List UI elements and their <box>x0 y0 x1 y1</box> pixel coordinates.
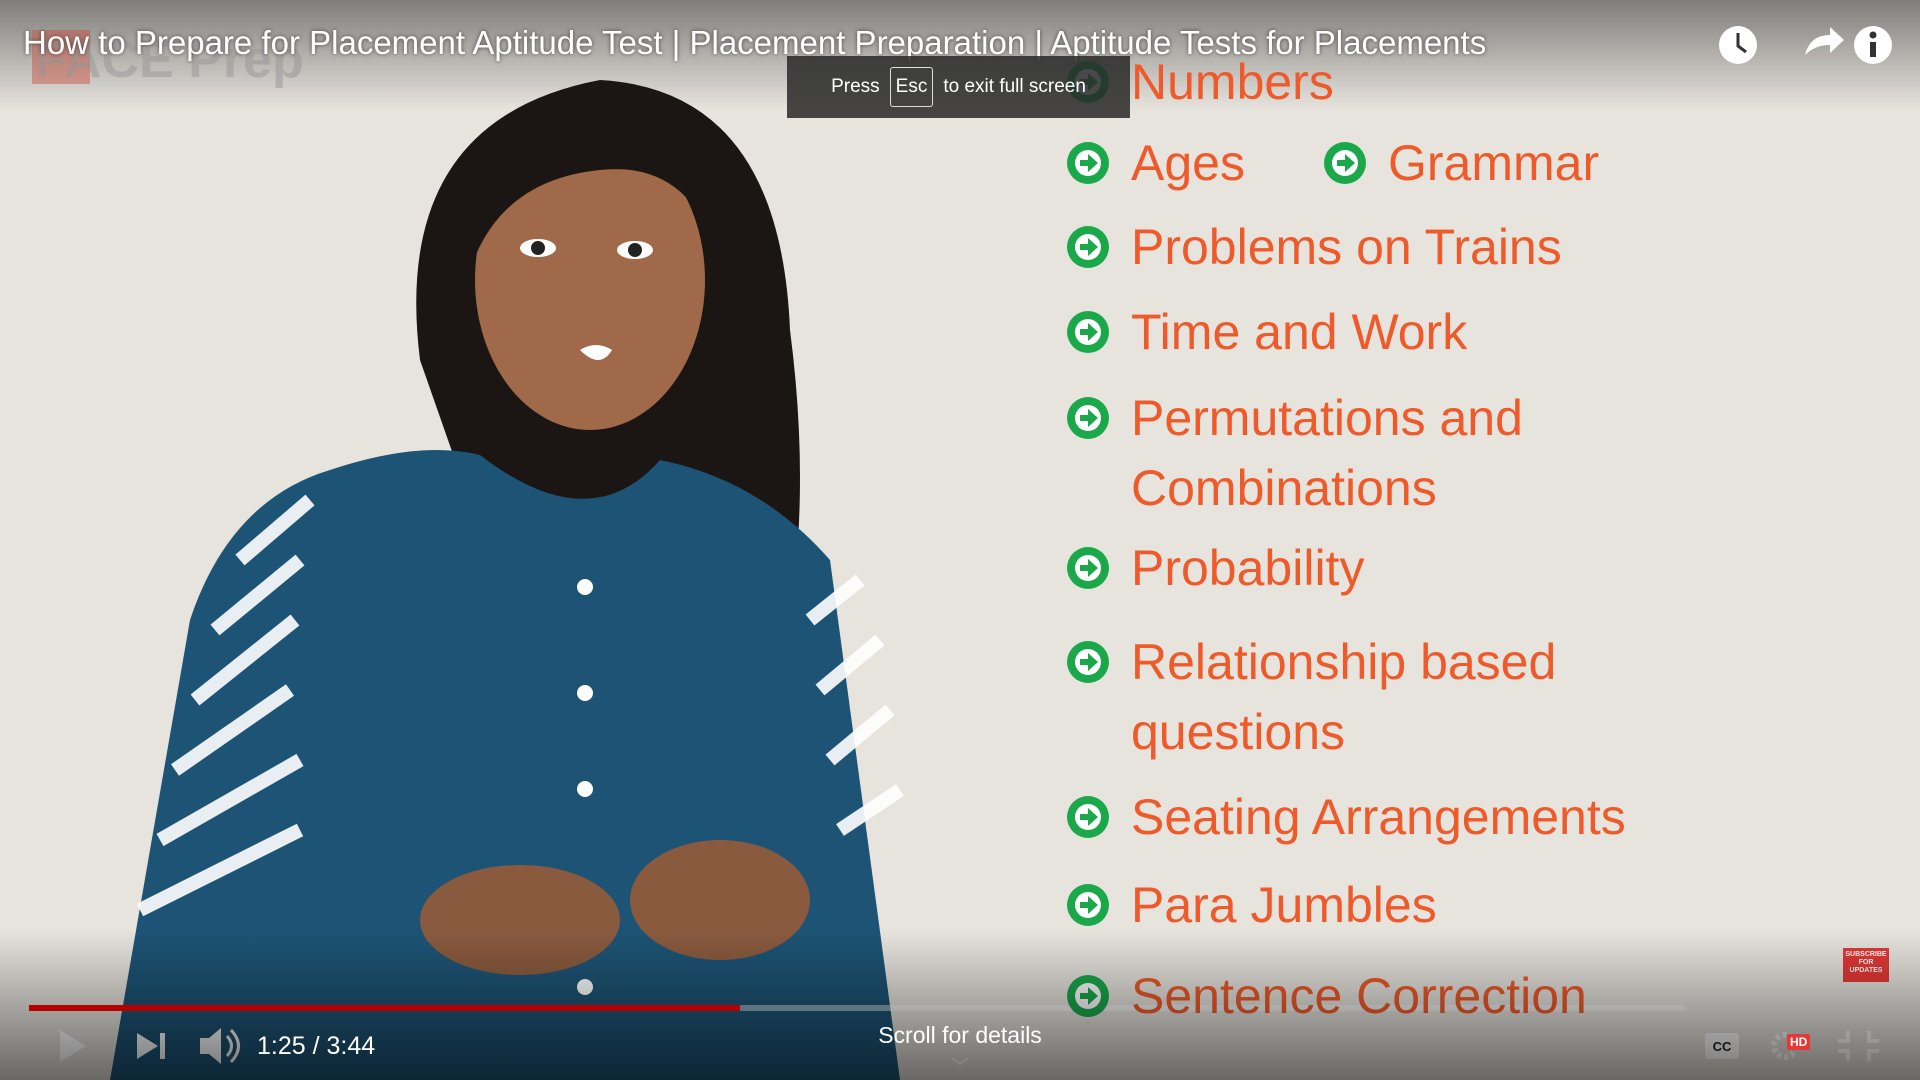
hd-badge: HD <box>1787 1034 1811 1050</box>
bullet-icon <box>1067 641 1109 683</box>
bullet-icon <box>1067 397 1109 439</box>
bullet-icon <box>1067 226 1109 268</box>
topic-item: Ages <box>1131 135 1245 191</box>
topic-item: Grammar <box>1388 135 1600 191</box>
bullet-icon <box>1067 796 1109 838</box>
topic-item: Relationship based <box>1131 634 1557 690</box>
scroll-hint[interactable]: Scroll for details <box>878 1022 1042 1048</box>
time-display: 1:25 / 3:44 <box>257 1032 376 1060</box>
bullet-icon <box>1067 142 1109 184</box>
topic-item: Combinations <box>1131 460 1437 516</box>
hint-text: Press <box>831 76 880 97</box>
controls-shade <box>0 930 1920 1080</box>
channel-logo: FACE Prep <box>35 31 304 89</box>
topic-item: Problems on Trains <box>1131 219 1562 275</box>
topic-item: Time and Work <box>1131 304 1468 360</box>
topic-item: Seating Arrangements <box>1131 789 1626 845</box>
topic-item: questions <box>1131 704 1346 760</box>
video-title: How to Prepare for Placement Aptitude Te… <box>23 24 1487 61</box>
bullet-icon <box>1324 142 1366 184</box>
topic-item: Probability <box>1131 540 1365 596</box>
bullet-icon <box>1067 547 1109 589</box>
bullet-icon <box>1067 311 1109 353</box>
hint-text: to exit full screen <box>943 76 1086 97</box>
hint-key: Esc <box>889 67 934 107</box>
fullscreen-hint: Press Esc to exit full screen <box>787 56 1130 118</box>
topic-item: Permutations and <box>1131 390 1523 446</box>
topic-item: Para Jumbles <box>1131 877 1437 933</box>
topic-item: Numbers <box>1131 54 1334 110</box>
bullet-icon <box>1067 884 1109 926</box>
